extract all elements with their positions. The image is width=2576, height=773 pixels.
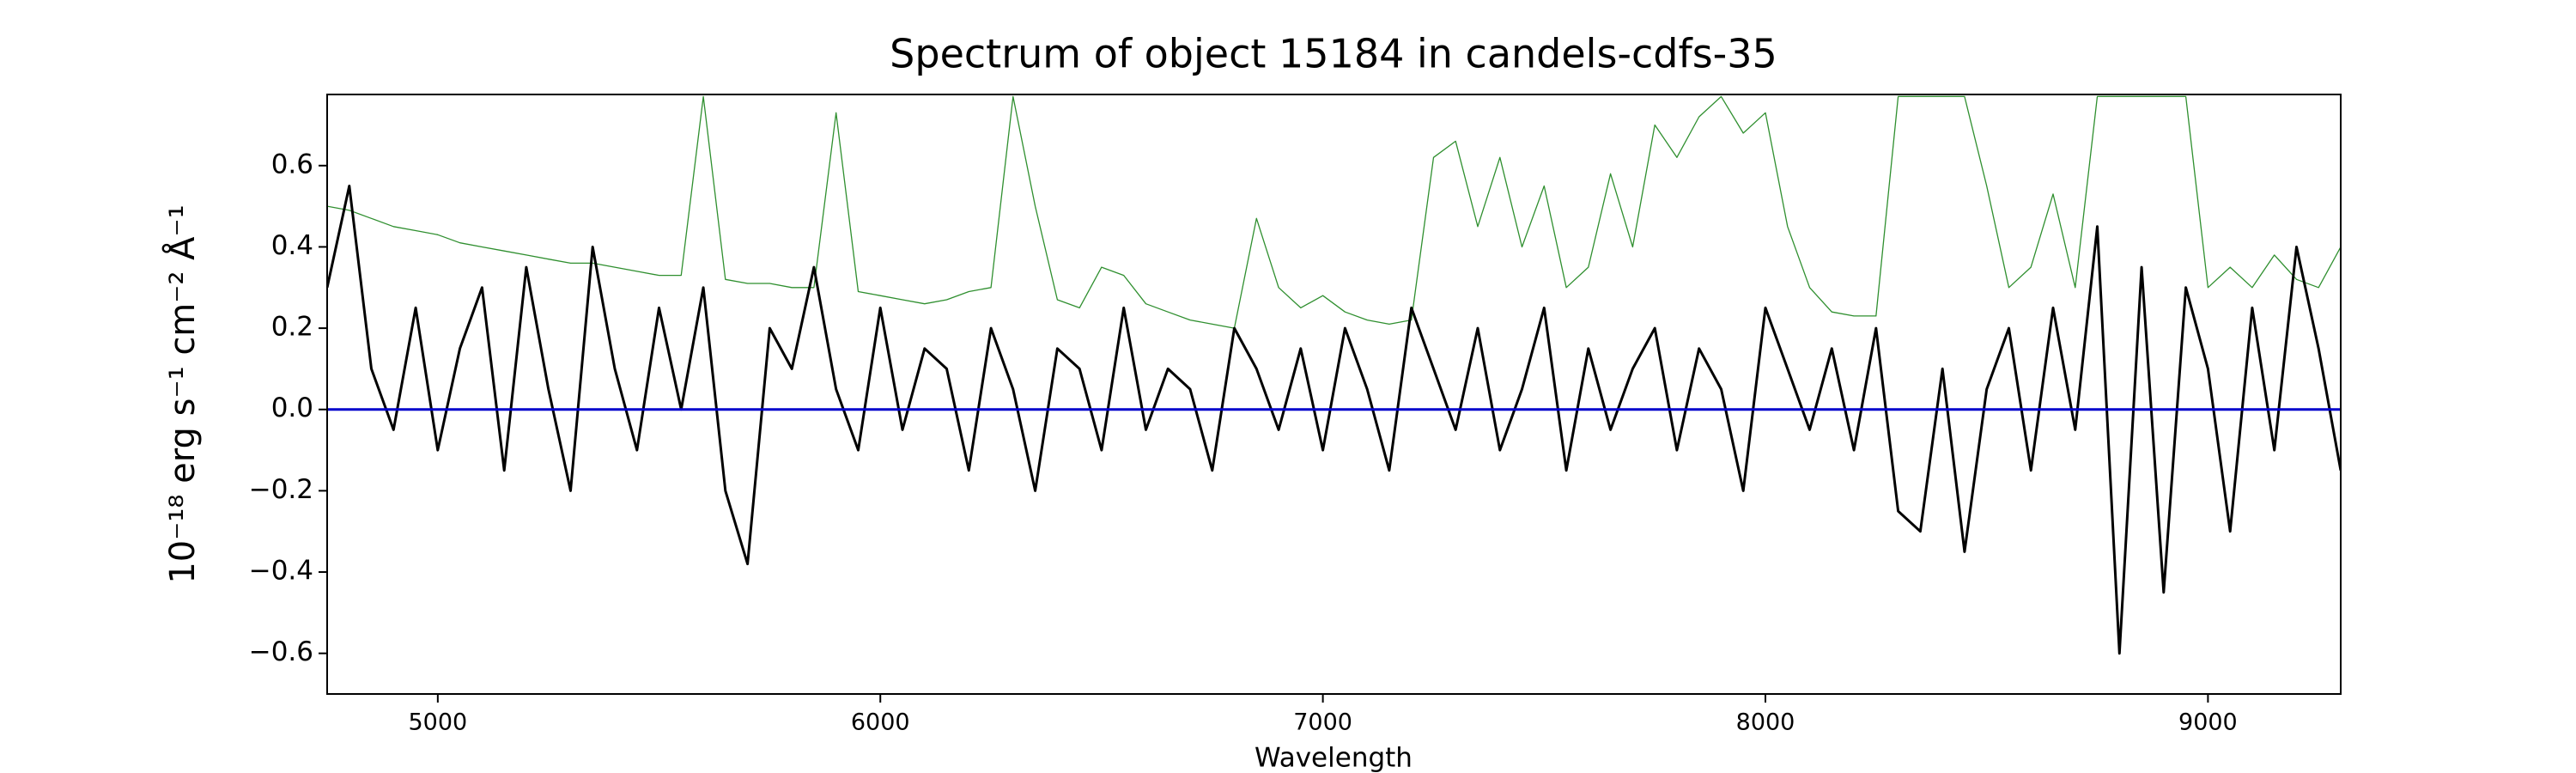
x-tick-label: 6000 <box>851 709 910 736</box>
x-tick-label: 5000 <box>408 709 467 736</box>
y-tick-label: −0.2 <box>249 474 313 505</box>
y-tick-label: 0.4 <box>271 230 313 261</box>
y-tick-label: 0.0 <box>271 393 313 423</box>
spectrum-line <box>327 185 2341 655</box>
x-tick-label: 8000 <box>1736 709 1795 736</box>
y-tick-label: 0.6 <box>271 149 313 180</box>
plot-frame <box>326 94 2342 695</box>
chart-title: Spectrum of object 15184 in candels-cdfs… <box>890 31 1777 77</box>
plot-area <box>327 95 2341 655</box>
spectrum-line <box>327 95 2341 329</box>
x-axis-label: Wavelength <box>1255 743 1413 773</box>
x-tick-label: 9000 <box>2178 709 2238 736</box>
y-tick-label: −0.4 <box>249 556 313 587</box>
y-tick-label: −0.6 <box>249 636 313 667</box>
y-tick-label: 0.2 <box>271 312 313 343</box>
y-axis-label: 10⁻¹⁸ erg s⁻¹ cm⁻² Å⁻¹ <box>161 204 203 583</box>
x-tick-label: 7000 <box>1293 709 1352 736</box>
